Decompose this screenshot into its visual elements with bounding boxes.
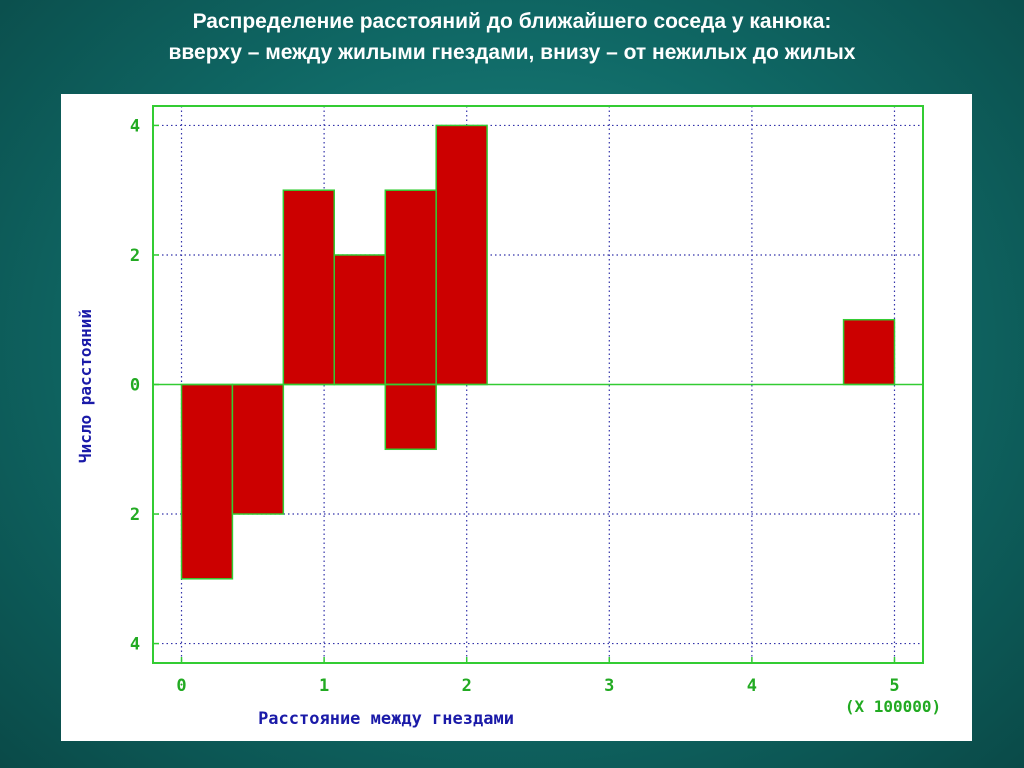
y-tick-label: 4 — [130, 116, 140, 136]
slide-title: Распределение расстояний до ближайшего с… — [0, 6, 1024, 68]
histogram-bar — [384, 189, 437, 386]
y-tick-label: 0 — [130, 376, 140, 396]
labels-layer: Расстояние между гнездами (X 100000) Чис… — [76, 116, 941, 729]
x-tick-label: 2 — [462, 676, 472, 696]
x-tick-label: 4 — [747, 676, 757, 696]
x-tick-label: 5 — [889, 676, 899, 696]
histogram-bar — [231, 383, 285, 515]
axes-layer — [152, 105, 924, 664]
histogram-bar — [282, 189, 335, 386]
histogram-bar — [842, 318, 896, 386]
histogram-chart: Расстояние между гнездами (X 100000) Чис… — [76, 105, 941, 729]
x-tick-label: 0 — [176, 676, 186, 696]
x-tick-label: 1 — [319, 676, 329, 696]
chart-panel: Расстояние между гнездами (X 100000) Чис… — [61, 94, 972, 741]
histogram-bar — [435, 124, 488, 386]
y-tick-label: 4 — [130, 635, 140, 655]
histogram-bar — [333, 254, 386, 386]
bars-layer — [180, 124, 896, 580]
title-line-1: Распределение расстояний до ближайшего с… — [192, 10, 832, 33]
x-axis-label: Расстояние между гнездами — [258, 709, 514, 729]
x-tick-label: 3 — [604, 676, 614, 696]
x-axis-multiplier-label: (X 100000) — [845, 697, 941, 716]
histogram-bar — [384, 383, 437, 451]
histogram-bar — [180, 383, 234, 580]
title-line-2: вверху – между жилыми гнездами, внизу – … — [168, 41, 856, 64]
y-axis-label: Число расстояний — [76, 309, 95, 463]
y-tick-label: 2 — [130, 505, 140, 525]
y-tick-label: 2 — [130, 246, 140, 266]
